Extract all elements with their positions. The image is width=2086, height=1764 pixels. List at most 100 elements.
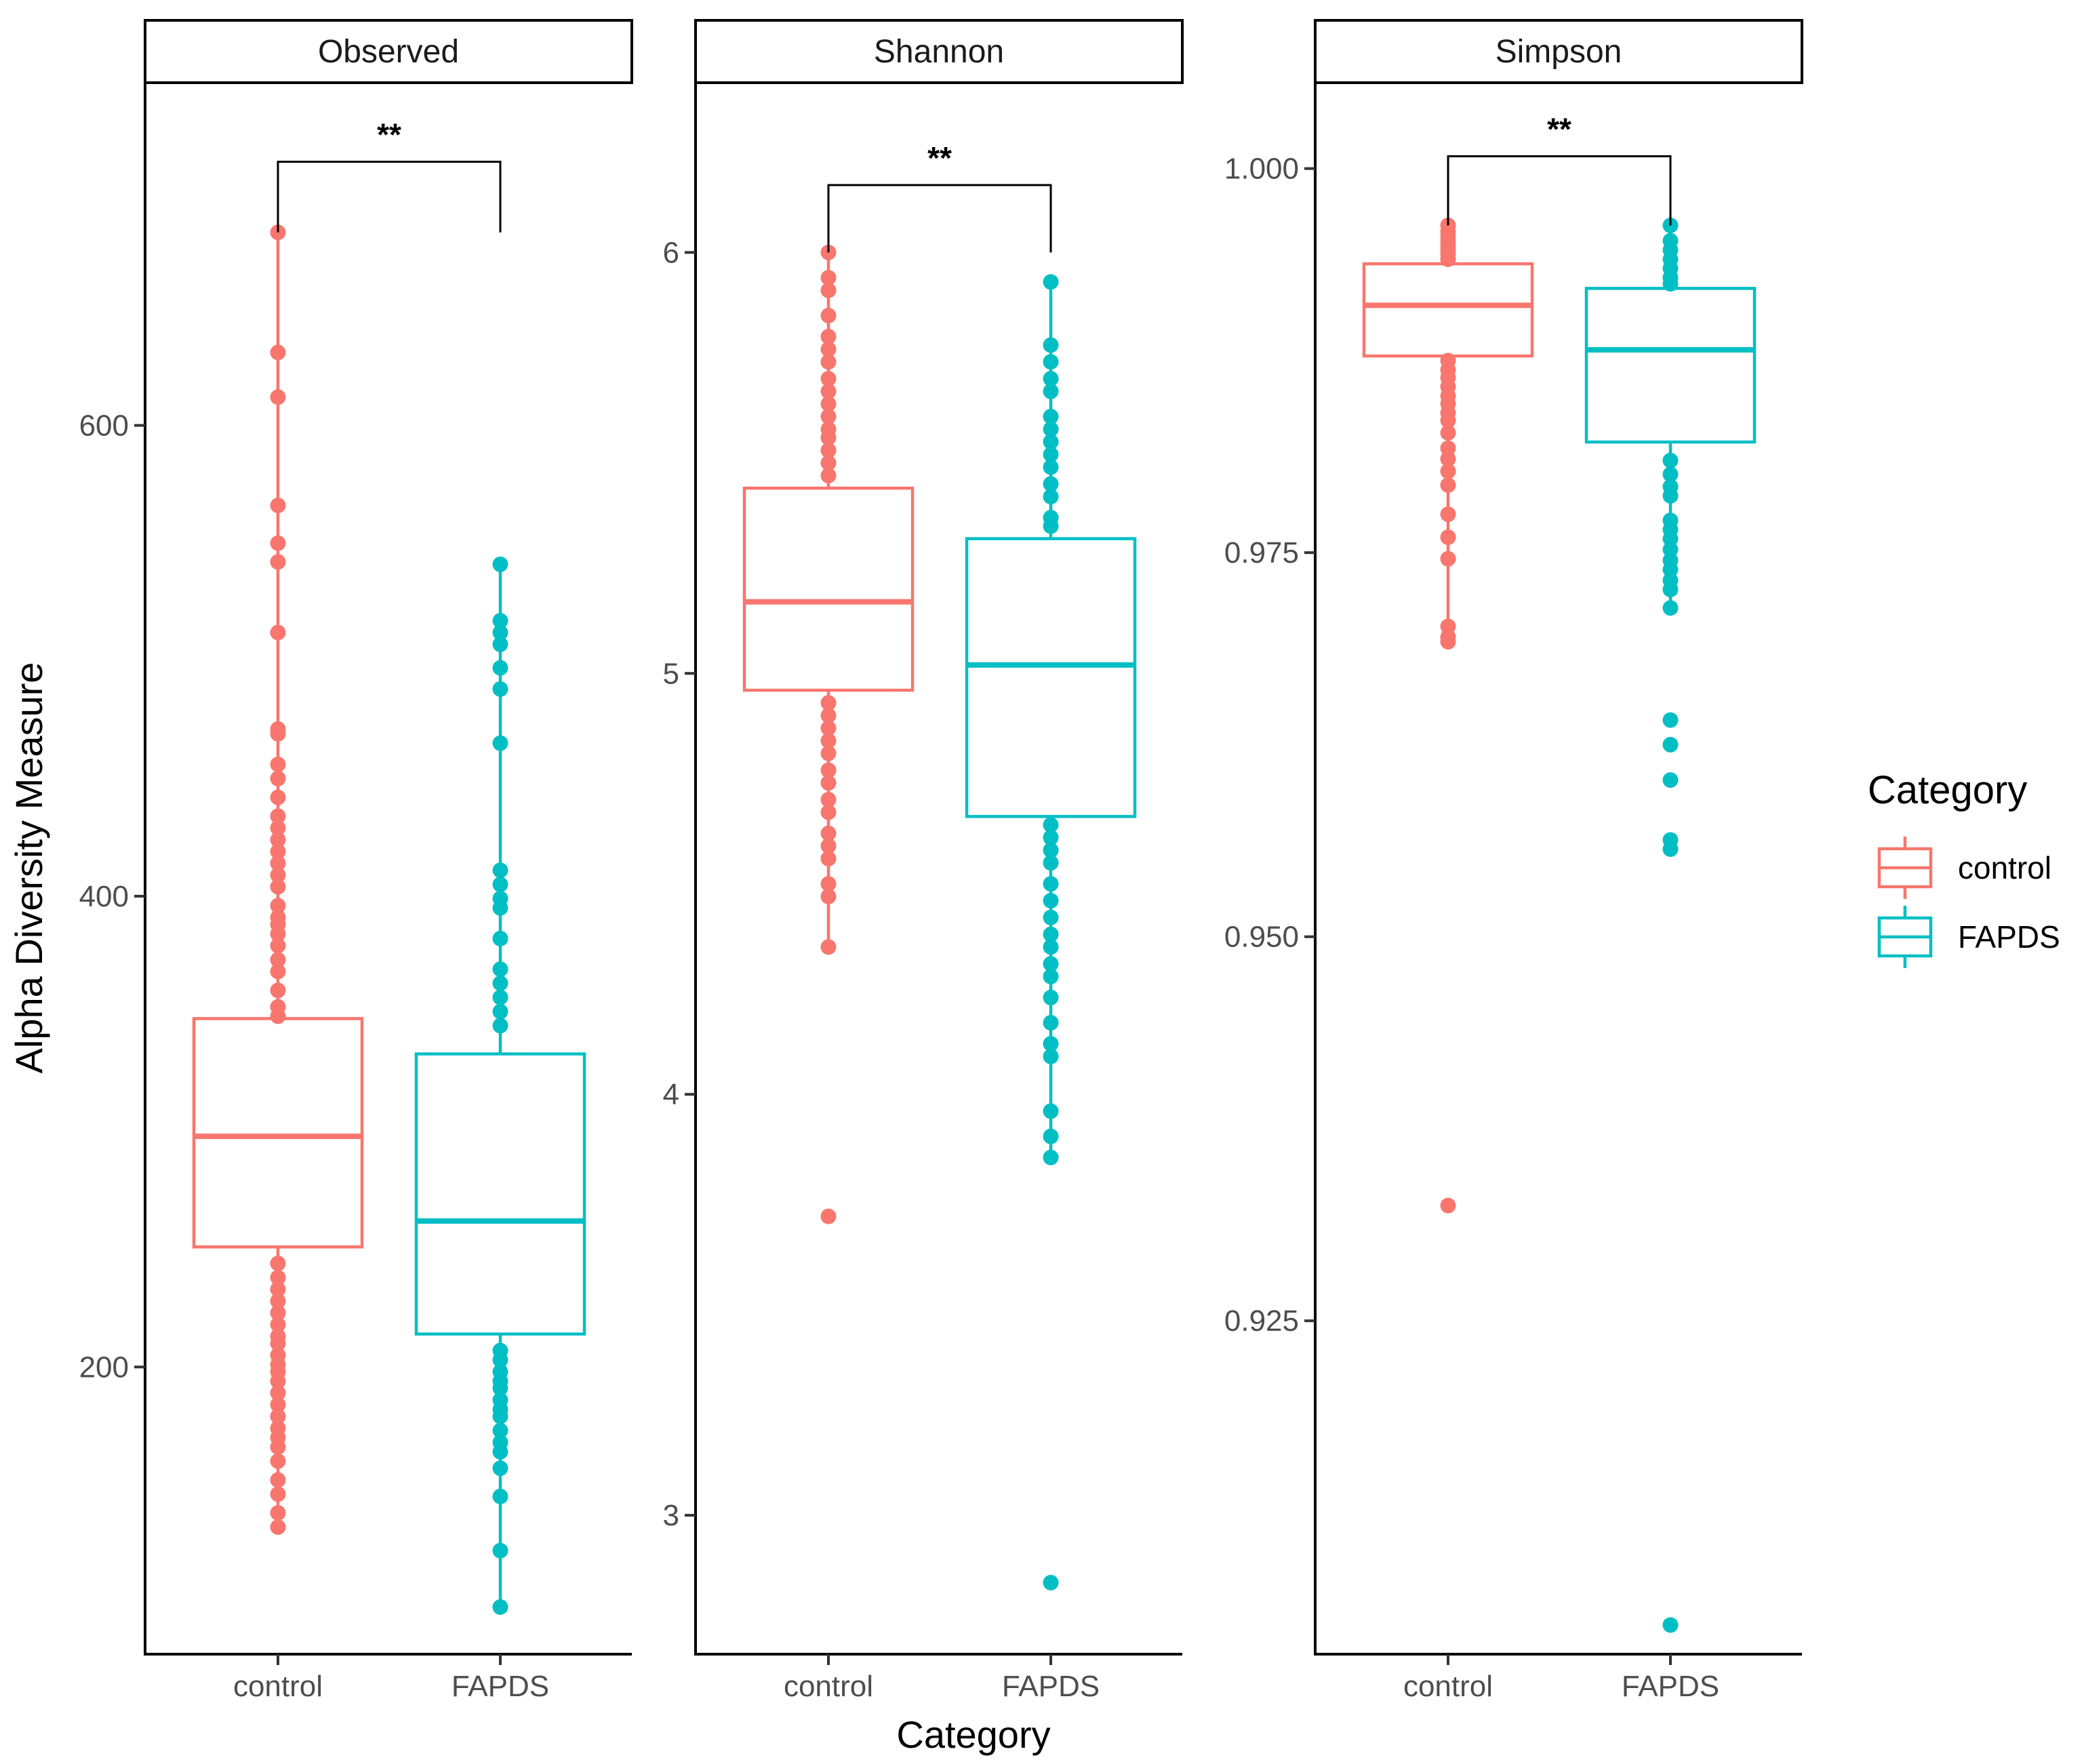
point-observed-control (270, 498, 286, 514)
point-shannon-control (820, 442, 837, 458)
point-observed-control (270, 938, 286, 954)
point-simpson-control (1440, 251, 1456, 267)
significance-bracket-observed (277, 161, 502, 233)
y-tick-label-simpson: 1.000 (1224, 153, 1299, 186)
plot-area-simpson: 0.925 0.950 0.975 1.000 control FAPDS ** (1224, 84, 1802, 1703)
point-observed-control (270, 725, 286, 742)
point-observed-fapds (492, 900, 508, 916)
point-observed-fapds (492, 1542, 508, 1559)
strip-shannon (694, 19, 1184, 84)
point-observed-fapds (492, 624, 508, 641)
point-shannon-fapds (1043, 421, 1059, 437)
point-shannon-control (820, 804, 837, 820)
point-observed-fapds (492, 1018, 508, 1034)
point-simpson-fapds (1662, 712, 1679, 728)
point-simpson-fapds (1662, 466, 1679, 483)
strip-label-simpson: Simpson (1496, 34, 1622, 70)
point-shannon-fapds (1043, 354, 1059, 370)
point-shannon-fapds (1043, 1048, 1059, 1064)
point-observed-fapds (492, 877, 508, 893)
point-observed-control (270, 867, 286, 883)
point-shannon-fapds (1043, 383, 1059, 399)
point-simpson-control (1440, 440, 1456, 456)
point-observed-control (270, 344, 286, 361)
point-shannon-fapds (1043, 829, 1059, 845)
y-tick-label-shannon: 5 (663, 657, 679, 690)
panel-observed: Observed 200 400 600 control FAPDS ** (79, 19, 633, 1703)
point-shannon-control (820, 876, 837, 892)
point-observed-control (270, 808, 286, 824)
point-shannon-control (820, 396, 837, 412)
point-observed-control (270, 982, 286, 999)
point-observed-control (270, 1385, 286, 1401)
y-tick-label-observed: 600 (79, 409, 129, 442)
point-observed-control (270, 963, 286, 980)
point-shannon-control (820, 341, 837, 357)
point-shannon-fapds (1043, 893, 1059, 909)
point-observed-control (270, 879, 286, 895)
point-observed-control (270, 1408, 286, 1424)
point-observed-fapds (492, 930, 508, 946)
box-shannon-fapds (965, 537, 1137, 818)
point-simpson-control (1440, 412, 1456, 428)
point-observed-control (270, 770, 286, 786)
strip-observed (144, 19, 633, 84)
point-shannon-control (820, 733, 837, 749)
point-shannon-control (820, 329, 837, 345)
point-shannon-control (820, 430, 837, 446)
legend-title: Category (1868, 768, 2027, 812)
y-tick-label-simpson: 0.975 (1224, 536, 1299, 569)
x-tick-label-simpson-control: control (1403, 1670, 1493, 1703)
y-tick-label-simpson: 0.950 (1224, 921, 1299, 954)
point-observed-control (270, 1008, 286, 1024)
point-observed-fapds (492, 989, 508, 1005)
point-shannon-control (820, 383, 837, 399)
point-observed-control (270, 1439, 286, 1455)
point-simpson-fapds (1662, 582, 1679, 598)
x-tick-label-shannon-control: control (784, 1670, 873, 1703)
point-observed-control (270, 1317, 286, 1333)
point-shannon-fapds (1043, 337, 1059, 353)
point-shannon-control (820, 371, 837, 387)
point-simpson-fapds (1662, 487, 1679, 504)
y-tick-label-simpson: 0.925 (1224, 1304, 1299, 1338)
point-observed-fapds (492, 660, 508, 676)
point-observed-fapds (492, 1408, 508, 1424)
strip-label-observed: Observed (318, 34, 459, 70)
point-observed-control (270, 554, 286, 570)
significance-label-shannon: ** (927, 140, 952, 176)
y-tick-label-shannon: 3 (663, 1499, 679, 1532)
point-observed-fapds (492, 961, 508, 978)
point-simpson-control (1440, 424, 1456, 441)
point-simpson-control (1440, 463, 1456, 479)
point-simpson-control (1440, 550, 1456, 567)
point-shannon-fapds (1043, 989, 1059, 1005)
point-observed-fapds (492, 556, 508, 572)
significance-bracket-simpson (1447, 155, 1672, 226)
point-observed-control (270, 1486, 286, 1502)
x-tick-label-observed-fapds: FAPDS (452, 1670, 549, 1703)
y-axis-title: Alpha Diversity Measure (7, 662, 50, 1074)
point-observed-control (270, 1519, 286, 1535)
point-observed-fapds (492, 1380, 508, 1397)
point-shannon-control (820, 308, 837, 324)
point-shannon-fapds (1043, 518, 1059, 534)
point-shannon-control (820, 745, 837, 761)
x-axis-title: Category (896, 1713, 1050, 1756)
point-observed-control (270, 1293, 286, 1309)
point-observed-fapds (492, 1352, 508, 1368)
point-shannon-fapds (1043, 459, 1059, 475)
point-observed-control (270, 1397, 286, 1413)
point-shannon-control (820, 850, 837, 866)
point-observed-control (270, 1373, 286, 1389)
point-simpson-fapds (1662, 452, 1679, 468)
point-observed-fapds (492, 975, 508, 991)
point-simpson-fapds (1662, 736, 1679, 753)
point-shannon-fapds (1043, 926, 1059, 942)
point-shannon-fapds (1043, 939, 1059, 955)
point-shannon-control (820, 270, 837, 286)
point-observed-fapds (492, 613, 508, 629)
legend-label-control: control (1958, 850, 2051, 885)
point-observed-control (270, 898, 286, 914)
point-observed-fapds (492, 636, 508, 652)
